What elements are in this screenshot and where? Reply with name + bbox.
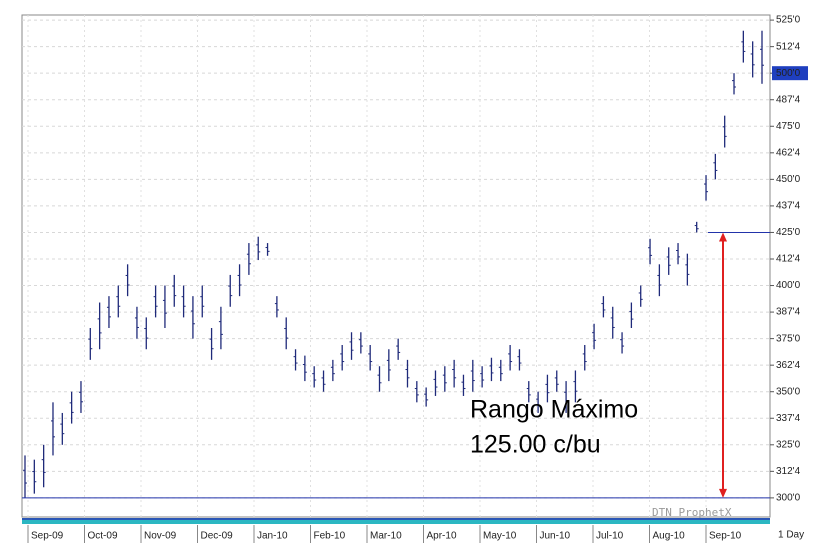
- time-strip: [22, 518, 770, 524]
- y-tick-label: 312'4: [776, 466, 801, 477]
- y-tick-label: 362'4: [776, 360, 801, 371]
- y-tick-label: 437'4: [776, 201, 801, 212]
- last-price-box: [772, 66, 808, 81]
- x-tick-label: Jul-10: [596, 531, 624, 542]
- x-tick-label: Feb-10: [314, 531, 346, 542]
- arrow-head: [719, 232, 727, 242]
- y-tick-label: 500'0: [776, 68, 801, 79]
- y-tick-label: 375'0: [776, 333, 801, 344]
- x-tick-label: Oct-09: [88, 531, 118, 542]
- x-axis: [0, 525, 815, 543]
- x-tick-label: Nov-09: [144, 531, 177, 542]
- x-tick-label: Jan-10: [257, 531, 288, 542]
- x-tick-label: Dec-09: [201, 531, 234, 542]
- y-tick-label: 412'4: [776, 254, 801, 265]
- x-tick-label: Jun-10: [540, 531, 571, 542]
- y-tick-label: 350'0: [776, 386, 801, 397]
- y-tick-label: 525'0: [776, 15, 801, 26]
- x-tick-label: Mar-10: [370, 531, 402, 542]
- plot-area: [21, 14, 771, 518]
- y-tick-label: 450'0: [776, 174, 801, 185]
- x-tick-label: Sep-09: [31, 531, 64, 542]
- y-tick-label: 300'0: [776, 493, 801, 504]
- y-tick-label: 425'0: [776, 227, 801, 238]
- y-tick-label: 400'0: [776, 280, 801, 291]
- y-tick-label: 512'4: [776, 41, 801, 52]
- y-tick-label: 337'4: [776, 413, 801, 424]
- y-tick-label: 487'4: [776, 94, 801, 105]
- x-tick-label: Sep-10: [709, 531, 742, 542]
- y-tick-label: 325'0: [776, 439, 801, 450]
- annotation: 125.00 c/bu: [470, 431, 601, 459]
- y-tick-label: 475'0: [776, 121, 801, 132]
- time-strip: [22, 518, 770, 520]
- watermark: DTN ProphetX: [652, 506, 732, 519]
- x-tick-label: May-10: [483, 531, 517, 542]
- x-tick-label: Aug-10: [653, 531, 686, 542]
- y-tick-label: 462'4: [776, 147, 801, 158]
- annotation: Rango Máximo: [470, 396, 638, 424]
- x-tick-label: Apr-10: [427, 531, 457, 542]
- interval-label: 1 Day: [778, 530, 804, 541]
- arrow-head: [719, 488, 727, 498]
- y-tick-label: 387'4: [776, 307, 801, 318]
